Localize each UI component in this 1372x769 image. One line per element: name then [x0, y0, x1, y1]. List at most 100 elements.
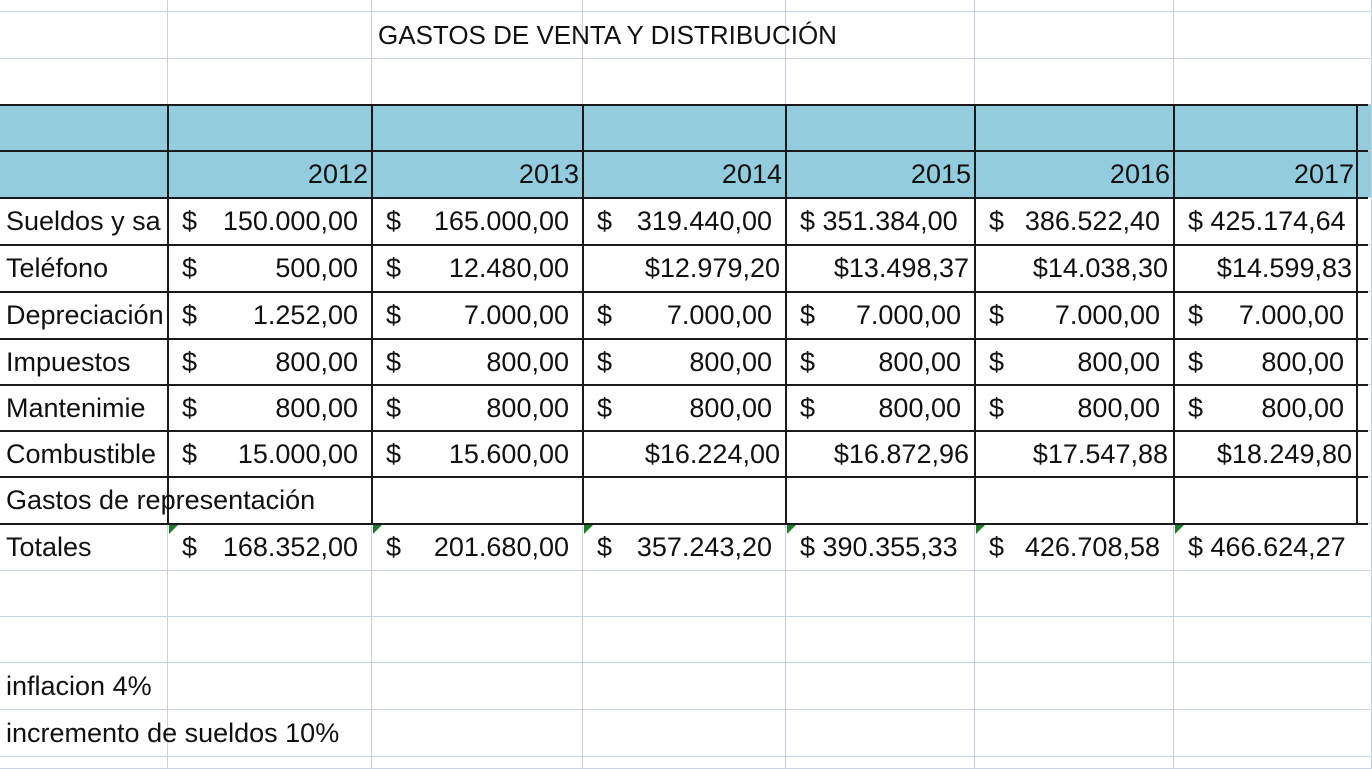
value-cell[interactable]: $15.600,00 — [372, 431, 583, 477]
table-border — [0, 384, 1368, 386]
amount: 201.680,00 — [433, 532, 569, 562]
header-fill — [0, 105, 1372, 151]
header-fill — [0, 151, 1372, 198]
sheet-title: GASTOS DE VENTA Y DISTRIBUCIÓN — [378, 20, 837, 50]
amount: $16.872,96 — [833, 438, 969, 469]
value-cell[interactable]: $7.000,00 — [583, 292, 786, 339]
value-cell[interactable]: $357.243,20 — [583, 524, 786, 571]
error-indicator-icon — [373, 525, 382, 534]
error-indicator-icon — [1175, 525, 1184, 534]
value-cell[interactable]: $800,00 — [975, 339, 1174, 385]
value-cell[interactable]: $13.498,37 — [786, 245, 975, 292]
value-cell[interactable]: $ 390.355,33 — [786, 524, 975, 571]
value-cell[interactable]: $ 351.384,00 — [786, 198, 975, 245]
currency-symbol: $ — [1188, 346, 1204, 377]
row-label: Impuestos — [6, 346, 131, 377]
value-cell[interactable]: $ 466.624,27 — [1174, 524, 1358, 571]
value-cell[interactable]: $12.979,20 — [583, 245, 786, 292]
value-cell[interactable]: $800,00 — [786, 339, 975, 385]
value-cell[interactable]: $800,00 — [786, 385, 975, 431]
value-cell[interactable]: $16.224,00 — [583, 431, 786, 477]
year-header: 2014 — [721, 159, 782, 189]
table-border — [785, 105, 787, 524]
row-label: Gastos de representación — [6, 485, 316, 515]
value-cell[interactable]: $7.000,00 — [1174, 292, 1358, 339]
value-cell[interactable]: $168.352,00 — [168, 524, 372, 571]
table-border — [1356, 105, 1358, 524]
year-header: 2015 — [910, 159, 971, 189]
currency-symbol: $ — [800, 300, 816, 330]
value-cell[interactable]: $201.680,00 — [372, 524, 583, 571]
value-cell[interactable]: $800,00 — [583, 385, 786, 431]
value-cell[interactable]: $15.000,00 — [168, 431, 372, 477]
currency-symbol: $ — [182, 253, 198, 283]
value-cell[interactable]: $800,00 — [168, 385, 372, 431]
value-cell[interactable]: $800,00 — [1174, 385, 1358, 431]
error-indicator-icon — [787, 525, 796, 534]
value-cell[interactable]: $165.000,00 — [372, 198, 583, 245]
value-cell[interactable]: $800,00 — [372, 385, 583, 431]
amount: $ 466.624,27 — [1188, 532, 1346, 562]
value-cell[interactable]: $7.000,00 — [975, 292, 1174, 339]
value-cell[interactable]: $14.038,30 — [975, 245, 1174, 292]
value-cell[interactable]: $7.000,00 — [372, 292, 583, 339]
table-border — [0, 104, 1368, 106]
amount: 800,00 — [689, 392, 772, 423]
year-header: 2012 — [307, 159, 368, 189]
amount: 386.522,40 — [1024, 206, 1160, 236]
value-cell[interactable]: $800,00 — [1174, 339, 1358, 385]
gridline — [0, 756, 1372, 757]
value-cell[interactable]: $319.440,00 — [583, 198, 786, 245]
gridline — [0, 709, 1372, 710]
amount: 800,00 — [486, 392, 569, 423]
table-border — [974, 105, 976, 524]
currency-symbol: $ — [1188, 300, 1204, 330]
value-cell[interactable]: $18.249,80 — [1174, 431, 1358, 477]
currency-symbol: $ — [386, 392, 402, 423]
currency-symbol: $ — [386, 532, 402, 562]
table-border — [0, 476, 1368, 478]
note-text: inflacion 4% — [6, 671, 152, 701]
table-border — [0, 244, 1368, 246]
table-border — [0, 291, 1368, 293]
value-cell[interactable]: $17.547,88 — [975, 431, 1174, 477]
amount: $14.599,83 — [1216, 253, 1352, 283]
row-label: Combustible — [6, 438, 157, 469]
value-cell[interactable]: $7.000,00 — [786, 292, 975, 339]
amount: 800,00 — [275, 346, 358, 377]
value-cell[interactable]: $500,00 — [168, 245, 372, 292]
table-border — [0, 523, 1368, 525]
value-cell[interactable]: $ 425.174,64 — [1174, 198, 1358, 245]
table-border — [0, 197, 1368, 199]
value-cell[interactable]: $16.872,96 — [786, 431, 975, 477]
gridline — [0, 662, 1372, 663]
value-cell[interactable]: $800,00 — [975, 385, 1174, 431]
value-cell[interactable]: $800,00 — [583, 339, 786, 385]
row-label: Depreciación — [6, 300, 164, 330]
value-cell[interactable]: $800,00 — [168, 339, 372, 385]
value-cell[interactable]: $426.708,58 — [975, 524, 1174, 571]
amount: $14.038,30 — [1032, 253, 1168, 283]
value-cell[interactable]: $12.480,00 — [372, 245, 583, 292]
currency-symbol: $ — [182, 438, 198, 469]
row-label: Totales — [6, 532, 92, 562]
value-cell[interactable]: $800,00 — [372, 339, 583, 385]
amount: $17.547,88 — [1032, 438, 1168, 469]
currency-symbol: $ — [182, 532, 198, 562]
amount: 7.000,00 — [855, 300, 961, 330]
currency-symbol: $ — [386, 253, 402, 283]
note-text: incremento de sueldos 10% — [6, 718, 340, 748]
amount: 426.708,58 — [1024, 532, 1160, 562]
value-cell[interactable]: $386.522,40 — [975, 198, 1174, 245]
currency-symbol: $ — [386, 438, 402, 469]
value-cell[interactable]: $1.252,00 — [168, 292, 372, 339]
currency-symbol: $ — [989, 532, 1005, 562]
currency-symbol: $ — [989, 346, 1005, 377]
table-border — [0, 430, 1368, 432]
table-border — [0, 338, 1368, 340]
value-cell[interactable]: $150.000,00 — [168, 198, 372, 245]
value-cell[interactable]: $14.599,83 — [1174, 245, 1358, 292]
amount: 800,00 — [486, 346, 569, 377]
currency-symbol: $ — [386, 206, 402, 236]
